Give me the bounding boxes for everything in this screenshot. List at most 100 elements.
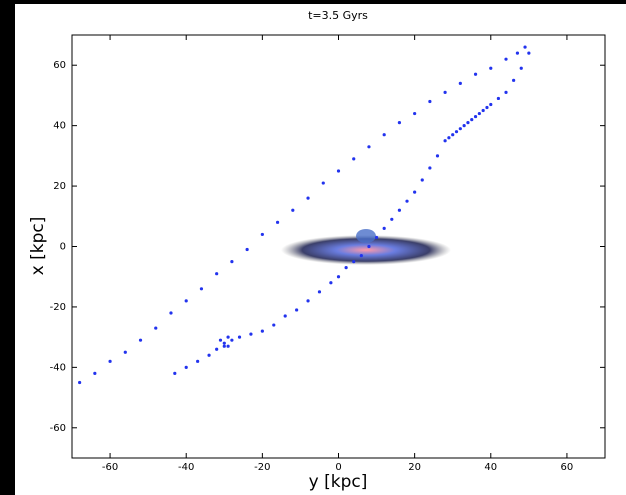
particle [249, 332, 253, 336]
x-tick-label: 40 [484, 462, 497, 473]
particle [78, 380, 82, 385]
y-axis-label: x [kpc] [28, 217, 48, 276]
y-tick-label: 40 [53, 121, 66, 132]
particle [527, 51, 531, 55]
x-tick-label: -20 [254, 462, 270, 473]
particle [466, 121, 470, 125]
particle [169, 311, 173, 315]
particle [123, 350, 127, 354]
particle [138, 338, 143, 342]
galaxy-bulge [356, 229, 376, 243]
particle [226, 335, 230, 339]
particle [291, 208, 295, 212]
particle [462, 124, 466, 128]
particle [382, 133, 386, 137]
particle [352, 157, 356, 161]
particle [173, 371, 177, 375]
particle [443, 90, 447, 95]
particle [352, 260, 356, 264]
y-tick-label: -60 [50, 423, 66, 434]
particle [397, 121, 402, 125]
particle [496, 96, 500, 101]
particle [329, 281, 333, 285]
particle [523, 45, 527, 49]
particle [93, 371, 97, 375]
x-axis-label: y [kpc] [309, 472, 368, 492]
particle [458, 81, 462, 85]
particle [489, 102, 493, 107]
x-tick-label: -40 [178, 462, 194, 473]
particle [451, 133, 455, 137]
particle [382, 226, 386, 230]
galaxy-image [281, 235, 451, 265]
particle [374, 235, 379, 240]
particle [413, 190, 417, 194]
particle [230, 260, 234, 264]
particle [504, 90, 508, 95]
particle [222, 344, 226, 348]
particle [196, 359, 200, 363]
particle [359, 253, 363, 258]
particle [336, 169, 341, 173]
particle [245, 247, 249, 252]
particle [226, 344, 230, 348]
y-tick-label: -20 [50, 302, 66, 313]
particle [405, 199, 409, 203]
particle [485, 105, 489, 110]
particle [275, 220, 280, 224]
particle [420, 178, 424, 182]
particle [222, 341, 226, 345]
y-tick-label: -40 [50, 362, 66, 373]
particle [184, 365, 188, 369]
particle [321, 181, 325, 185]
particle [435, 154, 440, 158]
particle [306, 196, 310, 200]
particle [336, 275, 341, 279]
particle [504, 57, 508, 61]
particle [473, 114, 478, 119]
particle [477, 111, 481, 116]
particle [295, 308, 299, 312]
particle [199, 287, 204, 291]
particle [367, 244, 371, 249]
particle [470, 118, 474, 122]
particle [447, 136, 451, 140]
particle [473, 72, 478, 76]
particle [218, 338, 223, 342]
particle [413, 111, 417, 116]
particle [344, 266, 348, 270]
particle [306, 299, 310, 303]
particle [397, 208, 402, 212]
particle [428, 99, 432, 104]
particle [515, 51, 520, 55]
particle [215, 272, 219, 276]
particle [283, 314, 287, 318]
particle [443, 139, 447, 143]
particle [489, 66, 493, 70]
particle [458, 127, 462, 131]
particle [317, 290, 322, 294]
x-tick-label: -60 [102, 462, 118, 473]
particle [237, 335, 242, 339]
x-tick-label: 0 [335, 462, 341, 473]
particle [454, 130, 459, 134]
particle [390, 217, 394, 221]
chart-title: t=3.5 Gyrs [308, 9, 368, 22]
particle [519, 66, 523, 70]
particle [207, 353, 211, 357]
particle [260, 232, 264, 237]
particle [230, 338, 234, 342]
particle [367, 145, 371, 149]
x-tick-label: 20 [408, 462, 421, 473]
x-tick-label: 60 [561, 462, 574, 473]
y-tick-label: 60 [53, 60, 66, 71]
y-tick-label: 0 [60, 242, 66, 253]
particle [512, 78, 516, 82]
y-tick-label: 20 [53, 181, 66, 192]
particle [184, 299, 188, 303]
particle [154, 326, 158, 330]
particle [428, 166, 432, 170]
particle [260, 329, 264, 333]
